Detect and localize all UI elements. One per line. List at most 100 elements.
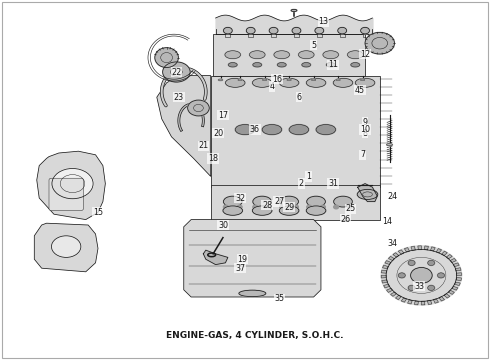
Text: 45: 45 — [355, 86, 365, 95]
Circle shape — [338, 27, 346, 34]
Ellipse shape — [291, 9, 297, 12]
Polygon shape — [391, 292, 396, 296]
Circle shape — [52, 168, 93, 199]
Circle shape — [361, 27, 369, 34]
Text: 1: 1 — [306, 172, 311, 181]
Ellipse shape — [223, 206, 243, 215]
Text: 5: 5 — [311, 41, 316, 50]
Polygon shape — [418, 246, 421, 249]
Polygon shape — [436, 249, 441, 253]
Text: 2: 2 — [299, 179, 304, 188]
Text: 27: 27 — [274, 197, 284, 206]
Text: 6: 6 — [296, 93, 301, 102]
Circle shape — [428, 285, 435, 291]
Circle shape — [408, 260, 415, 265]
Ellipse shape — [223, 196, 242, 207]
Ellipse shape — [347, 51, 363, 59]
Ellipse shape — [306, 78, 326, 87]
Ellipse shape — [277, 63, 286, 67]
FancyBboxPatch shape — [211, 76, 380, 187]
Polygon shape — [421, 301, 425, 305]
Polygon shape — [381, 275, 386, 278]
Text: 32: 32 — [235, 194, 245, 202]
Text: 10: 10 — [360, 125, 370, 134]
Text: ENGINE-GAS, 4 CYLINDER, S.O.H.C.: ENGINE-GAS, 4 CYLINDER, S.O.H.C. — [166, 331, 343, 340]
Text: 25: 25 — [345, 204, 355, 213]
Polygon shape — [34, 223, 98, 272]
Circle shape — [51, 236, 81, 257]
Polygon shape — [398, 250, 404, 254]
FancyBboxPatch shape — [213, 34, 365, 76]
Ellipse shape — [252, 78, 272, 87]
Ellipse shape — [361, 79, 365, 81]
Text: 28: 28 — [262, 201, 272, 210]
Text: 7: 7 — [360, 150, 365, 159]
Ellipse shape — [323, 51, 339, 59]
Polygon shape — [404, 248, 409, 252]
Text: 36: 36 — [250, 125, 260, 134]
Text: 18: 18 — [208, 154, 218, 163]
Text: 4: 4 — [270, 82, 274, 91]
Ellipse shape — [228, 63, 237, 67]
Polygon shape — [358, 184, 377, 202]
Circle shape — [163, 62, 190, 82]
Polygon shape — [401, 298, 407, 302]
Ellipse shape — [263, 79, 267, 81]
Ellipse shape — [387, 144, 392, 146]
Text: 14: 14 — [382, 217, 392, 226]
Ellipse shape — [252, 206, 272, 215]
Ellipse shape — [316, 125, 336, 135]
Text: 29: 29 — [284, 202, 294, 212]
Text: 24: 24 — [387, 192, 397, 201]
Polygon shape — [431, 247, 435, 251]
Circle shape — [292, 27, 301, 34]
Circle shape — [246, 27, 255, 34]
Text: 34: 34 — [387, 239, 397, 248]
Ellipse shape — [239, 290, 266, 297]
Polygon shape — [452, 286, 458, 290]
Polygon shape — [408, 300, 412, 304]
Circle shape — [223, 27, 232, 34]
Ellipse shape — [218, 79, 222, 81]
Text: 31: 31 — [328, 179, 338, 188]
Circle shape — [307, 205, 312, 209]
Ellipse shape — [225, 78, 245, 87]
Text: 16: 16 — [272, 75, 282, 84]
Ellipse shape — [334, 196, 352, 207]
Circle shape — [315, 27, 324, 34]
Ellipse shape — [280, 196, 298, 207]
Text: 21: 21 — [198, 141, 208, 150]
Ellipse shape — [298, 51, 314, 59]
Polygon shape — [448, 290, 454, 294]
Circle shape — [411, 267, 432, 283]
Circle shape — [320, 205, 325, 209]
Text: 35: 35 — [274, 294, 284, 303]
Ellipse shape — [238, 79, 242, 81]
Polygon shape — [439, 297, 444, 301]
Text: 17: 17 — [218, 111, 228, 120]
Circle shape — [428, 260, 435, 265]
Polygon shape — [453, 263, 459, 266]
Polygon shape — [387, 288, 392, 292]
Text: 26: 26 — [341, 215, 350, 224]
Polygon shape — [37, 151, 105, 220]
Ellipse shape — [155, 48, 178, 68]
Ellipse shape — [279, 206, 299, 215]
Polygon shape — [393, 253, 399, 257]
Polygon shape — [450, 258, 456, 262]
Ellipse shape — [287, 79, 291, 81]
Ellipse shape — [326, 63, 335, 67]
Polygon shape — [203, 250, 228, 265]
Text: 19: 19 — [238, 255, 247, 264]
Polygon shape — [457, 273, 462, 275]
Circle shape — [267, 205, 271, 209]
Polygon shape — [411, 246, 415, 250]
Polygon shape — [384, 284, 390, 288]
Circle shape — [269, 27, 278, 34]
Ellipse shape — [302, 63, 311, 67]
Text: 13: 13 — [318, 17, 328, 26]
Polygon shape — [434, 299, 439, 303]
Polygon shape — [157, 76, 211, 176]
Ellipse shape — [355, 78, 375, 87]
Text: 8: 8 — [363, 129, 368, 138]
